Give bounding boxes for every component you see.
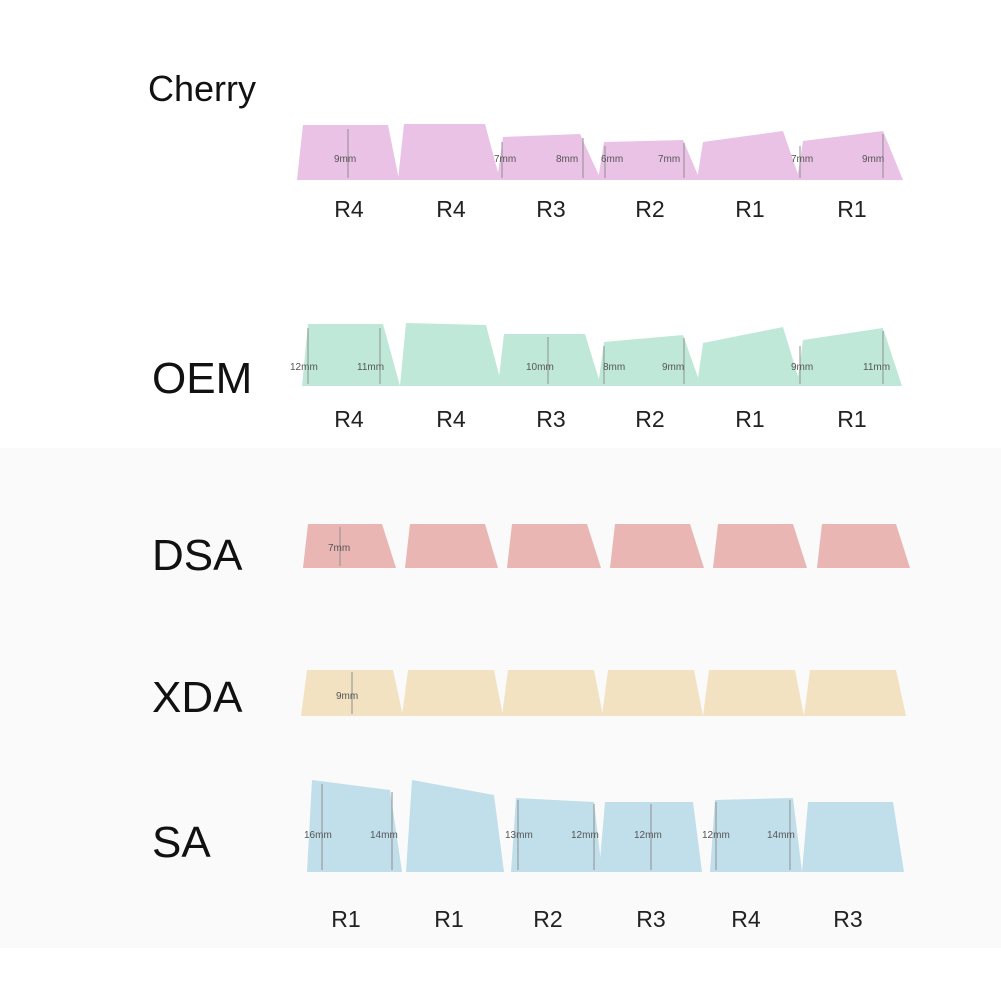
oem-keycap-5	[697, 327, 801, 386]
oem-dimension-label-1: 12mm	[290, 362, 318, 373]
sa-keycap-1	[307, 780, 402, 872]
sa-dimension-label-4: 12mm	[571, 830, 599, 841]
sa-dimension-label-5: 12mm	[634, 830, 662, 841]
dsa-keycap-1	[303, 524, 396, 568]
sa-row-label-5: R4	[731, 906, 761, 932]
oem-dimension-label-6: 9mm	[791, 362, 813, 373]
sa-keycap-5	[710, 798, 802, 872]
oem-dimension-label-3: 10mm	[526, 362, 554, 373]
cherry-dimension-label-5: 7mm	[658, 154, 680, 165]
cherry-dimension-label-1: 9mm	[334, 154, 356, 165]
xda-keycap-4	[602, 670, 703, 716]
cherry-row-label-1: R4	[334, 196, 364, 222]
cherry-dimension-label-7: 9mm	[862, 154, 884, 165]
xda-dimension-label-1: 9mm	[336, 691, 358, 702]
oem-dimension-label-2: 11mm	[357, 362, 384, 373]
oem-dimension-label-7: 11mm	[863, 362, 890, 373]
dsa-keycap-5	[713, 524, 807, 568]
sa-keycap-2	[406, 780, 504, 872]
dsa-dimension-label-1: 7mm	[328, 543, 350, 554]
oem-keycap-2	[400, 323, 502, 386]
profile-title-oem: OEM	[152, 354, 253, 403]
profile-title-sa: SA	[152, 818, 211, 867]
sa-dimension-label-6: 12mm	[702, 830, 730, 841]
sa-row-label-2: R1	[434, 906, 463, 932]
cherry-keycap-4	[598, 140, 700, 180]
profile-title-dsa: DSA	[152, 531, 243, 580]
sa-dimension-label-2: 14mm	[370, 830, 398, 841]
sa-dimension-label-7: 14mm	[767, 830, 795, 841]
sa-row-label-4: R3	[636, 906, 665, 932]
oem-row-label-5: R1	[735, 406, 764, 432]
profile-title-cherry: Cherry	[148, 68, 257, 109]
dsa-keycap-4	[610, 524, 704, 568]
cherry-keycap-5	[697, 131, 800, 180]
sa-dimension-label-1: 16mm	[304, 830, 332, 841]
cherry-dimension-label-6: 7mm	[791, 154, 813, 165]
xda-keycap-3	[502, 670, 603, 716]
dsa-keycap-2	[405, 524, 498, 568]
oem-row-label-4: R2	[635, 406, 664, 432]
cherry-row-label-6: R1	[837, 196, 866, 222]
xda-keycap-6	[804, 670, 906, 716]
cherry-dimension-label-4: 6mm	[601, 154, 623, 165]
oem-row-label-3: R3	[536, 406, 565, 432]
cherry-keycap-3	[497, 134, 601, 180]
cherry-row-label-2: R4	[436, 196, 466, 222]
oem-row-label-6: R1	[837, 406, 866, 432]
sa-keycap-3	[511, 798, 602, 872]
cherry-dimension-label-2: 7mm	[494, 154, 516, 165]
cherry-row-label-5: R1	[735, 196, 764, 222]
cherry-dimension-label-3: 8mm	[556, 154, 578, 165]
sa-dimension-label-3: 13mm	[505, 830, 533, 841]
cherry-keycap-6	[797, 131, 903, 180]
oem-row-label-2: R4	[436, 406, 466, 432]
oem-keycap-6	[797, 328, 902, 386]
oem-dimension-label-4: 8mm	[603, 362, 625, 373]
oem-dimension-label-5: 9mm	[662, 362, 684, 373]
cherry-keycap-2	[398, 124, 500, 180]
sa-row-label-3: R2	[533, 906, 562, 932]
oem-row-label-1: R4	[334, 406, 364, 432]
sa-row-label-6: R3	[833, 906, 862, 932]
dsa-keycap-6	[817, 524, 910, 568]
xda-keycap-5	[703, 670, 804, 716]
profile-title-xda: XDA	[152, 673, 243, 722]
oem-keycap-3	[498, 334, 601, 386]
xda-keycap-2	[402, 670, 503, 716]
oem-keycap-1	[302, 324, 400, 386]
cherry-row-label-4: R2	[635, 196, 664, 222]
sa-row-label-1: R1	[331, 906, 360, 932]
sa-keycap-6	[802, 802, 904, 872]
oem-keycap-4	[598, 335, 701, 386]
dsa-keycap-3	[507, 524, 601, 568]
cherry-row-label-3: R3	[536, 196, 565, 222]
